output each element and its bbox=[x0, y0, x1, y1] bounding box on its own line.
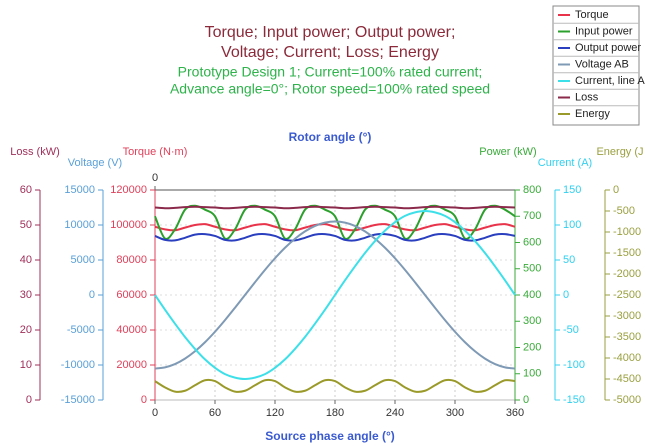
y-tick-label: 0 bbox=[523, 394, 529, 406]
legend-label: Energy bbox=[575, 108, 610, 120]
y-tick-label: 200 bbox=[523, 341, 541, 353]
y-tick-label: 30 bbox=[20, 289, 32, 301]
y-tick-label: 800 bbox=[523, 184, 541, 196]
x-tick-label: 240 bbox=[386, 407, 404, 419]
series-line bbox=[154, 378, 516, 393]
y-tick-label: -2500 bbox=[613, 289, 641, 301]
y-tick-label: -1500 bbox=[613, 247, 641, 259]
series-line bbox=[154, 233, 516, 242]
y-tick-label: 120000 bbox=[110, 184, 147, 196]
y-tick-label: -4500 bbox=[613, 373, 641, 385]
legend-label: Current, line A bbox=[575, 75, 645, 87]
chart-subtitle: Prototype Design 1; Current=100% rated c… bbox=[178, 64, 483, 80]
y-tick-label: 15000 bbox=[64, 184, 95, 196]
y-tick-label: 400 bbox=[523, 289, 541, 301]
x-tick-label: 300 bbox=[446, 407, 464, 419]
y-tick-label: 100 bbox=[563, 219, 581, 231]
y-tick-label: 40000 bbox=[116, 324, 147, 336]
y-tick-label: -5000 bbox=[613, 394, 641, 406]
x-tick-label: 180 bbox=[326, 407, 344, 419]
y-tick-label: 50 bbox=[20, 219, 32, 231]
y-axis-label: Torque (N·m) bbox=[123, 146, 188, 158]
y-tick-label: -50 bbox=[563, 324, 579, 336]
x-axis-label: Source phase angle (°) bbox=[265, 429, 395, 443]
x-tick-label: 0 bbox=[152, 407, 158, 419]
y-tick-label: -100 bbox=[563, 359, 585, 371]
x2-axis-label: Rotor angle (°) bbox=[289, 130, 372, 144]
series-line bbox=[154, 209, 516, 381]
y-tick-label: -10000 bbox=[61, 359, 95, 371]
y-tick-label: 0 bbox=[613, 184, 619, 196]
legend-label: Input power bbox=[575, 25, 633, 37]
series-line bbox=[154, 223, 516, 232]
x-tick-label: 120 bbox=[266, 407, 284, 419]
chart-title: Torque; Input power; Output power; bbox=[205, 24, 456, 41]
y-tick-label: 50 bbox=[563, 254, 575, 266]
series-line bbox=[154, 204, 516, 240]
y-tick-label: 0 bbox=[26, 394, 32, 406]
y-axis-label: Current (A) bbox=[538, 157, 592, 169]
y-tick-label: 40 bbox=[20, 254, 32, 266]
legend-label: Torque bbox=[575, 9, 609, 21]
y-tick-label: 10 bbox=[20, 359, 32, 371]
y-tick-label: 300 bbox=[523, 315, 541, 327]
y-tick-label: 5000 bbox=[71, 254, 95, 266]
y-tick-label: -15000 bbox=[61, 394, 95, 406]
x-tick-label: 60 bbox=[209, 407, 221, 419]
chart-subtitle: Advance angle=0°; Rotor speed=100% rated… bbox=[170, 81, 490, 97]
y-tick-label: -150 bbox=[563, 394, 585, 406]
y-tick-label: 20000 bbox=[116, 359, 147, 371]
legend-label: Output power bbox=[575, 42, 641, 54]
y-tick-label: -4000 bbox=[613, 352, 641, 364]
y-tick-label: 20 bbox=[20, 324, 32, 336]
series-line bbox=[154, 205, 516, 210]
series-line bbox=[154, 220, 516, 370]
y-tick-label: 80000 bbox=[116, 254, 147, 266]
y-tick-label: 0 bbox=[563, 289, 569, 301]
x2-tick-label: 0 bbox=[152, 172, 158, 184]
y-tick-label: 0 bbox=[89, 289, 95, 301]
y-tick-label: 600 bbox=[523, 236, 541, 248]
y-tick-label: 100 bbox=[523, 368, 541, 380]
legend-label: Voltage AB bbox=[575, 58, 629, 70]
y-tick-label: 60000 bbox=[116, 289, 147, 301]
y-tick-label: -2000 bbox=[613, 268, 641, 280]
y-tick-label: 10000 bbox=[64, 219, 95, 231]
y-axis-label: Power (kW) bbox=[479, 146, 536, 158]
y-tick-label: -500 bbox=[613, 205, 635, 217]
y-tick-label: 60 bbox=[20, 184, 32, 196]
legend-label: Loss bbox=[575, 91, 599, 103]
y-tick-label: 700 bbox=[523, 210, 541, 222]
x-tick-label: 360 bbox=[506, 407, 524, 419]
y-tick-label: -1000 bbox=[613, 226, 641, 238]
y-tick-label: 500 bbox=[523, 263, 541, 275]
y-tick-label: -3000 bbox=[613, 310, 641, 322]
y-axis-label: Energy (J bbox=[596, 146, 643, 158]
chart-title: Voltage; Current; Loss; Energy bbox=[221, 44, 439, 61]
y-tick-label: -5000 bbox=[67, 324, 95, 336]
y-axis-label: Loss (kW) bbox=[10, 146, 60, 158]
y-tick-label: -3500 bbox=[613, 331, 641, 343]
y-tick-label: 0 bbox=[141, 394, 147, 406]
y-tick-label: 100000 bbox=[110, 219, 147, 231]
y-tick-label: 150 bbox=[563, 184, 581, 196]
y-axis-label: Voltage (V) bbox=[68, 157, 122, 169]
